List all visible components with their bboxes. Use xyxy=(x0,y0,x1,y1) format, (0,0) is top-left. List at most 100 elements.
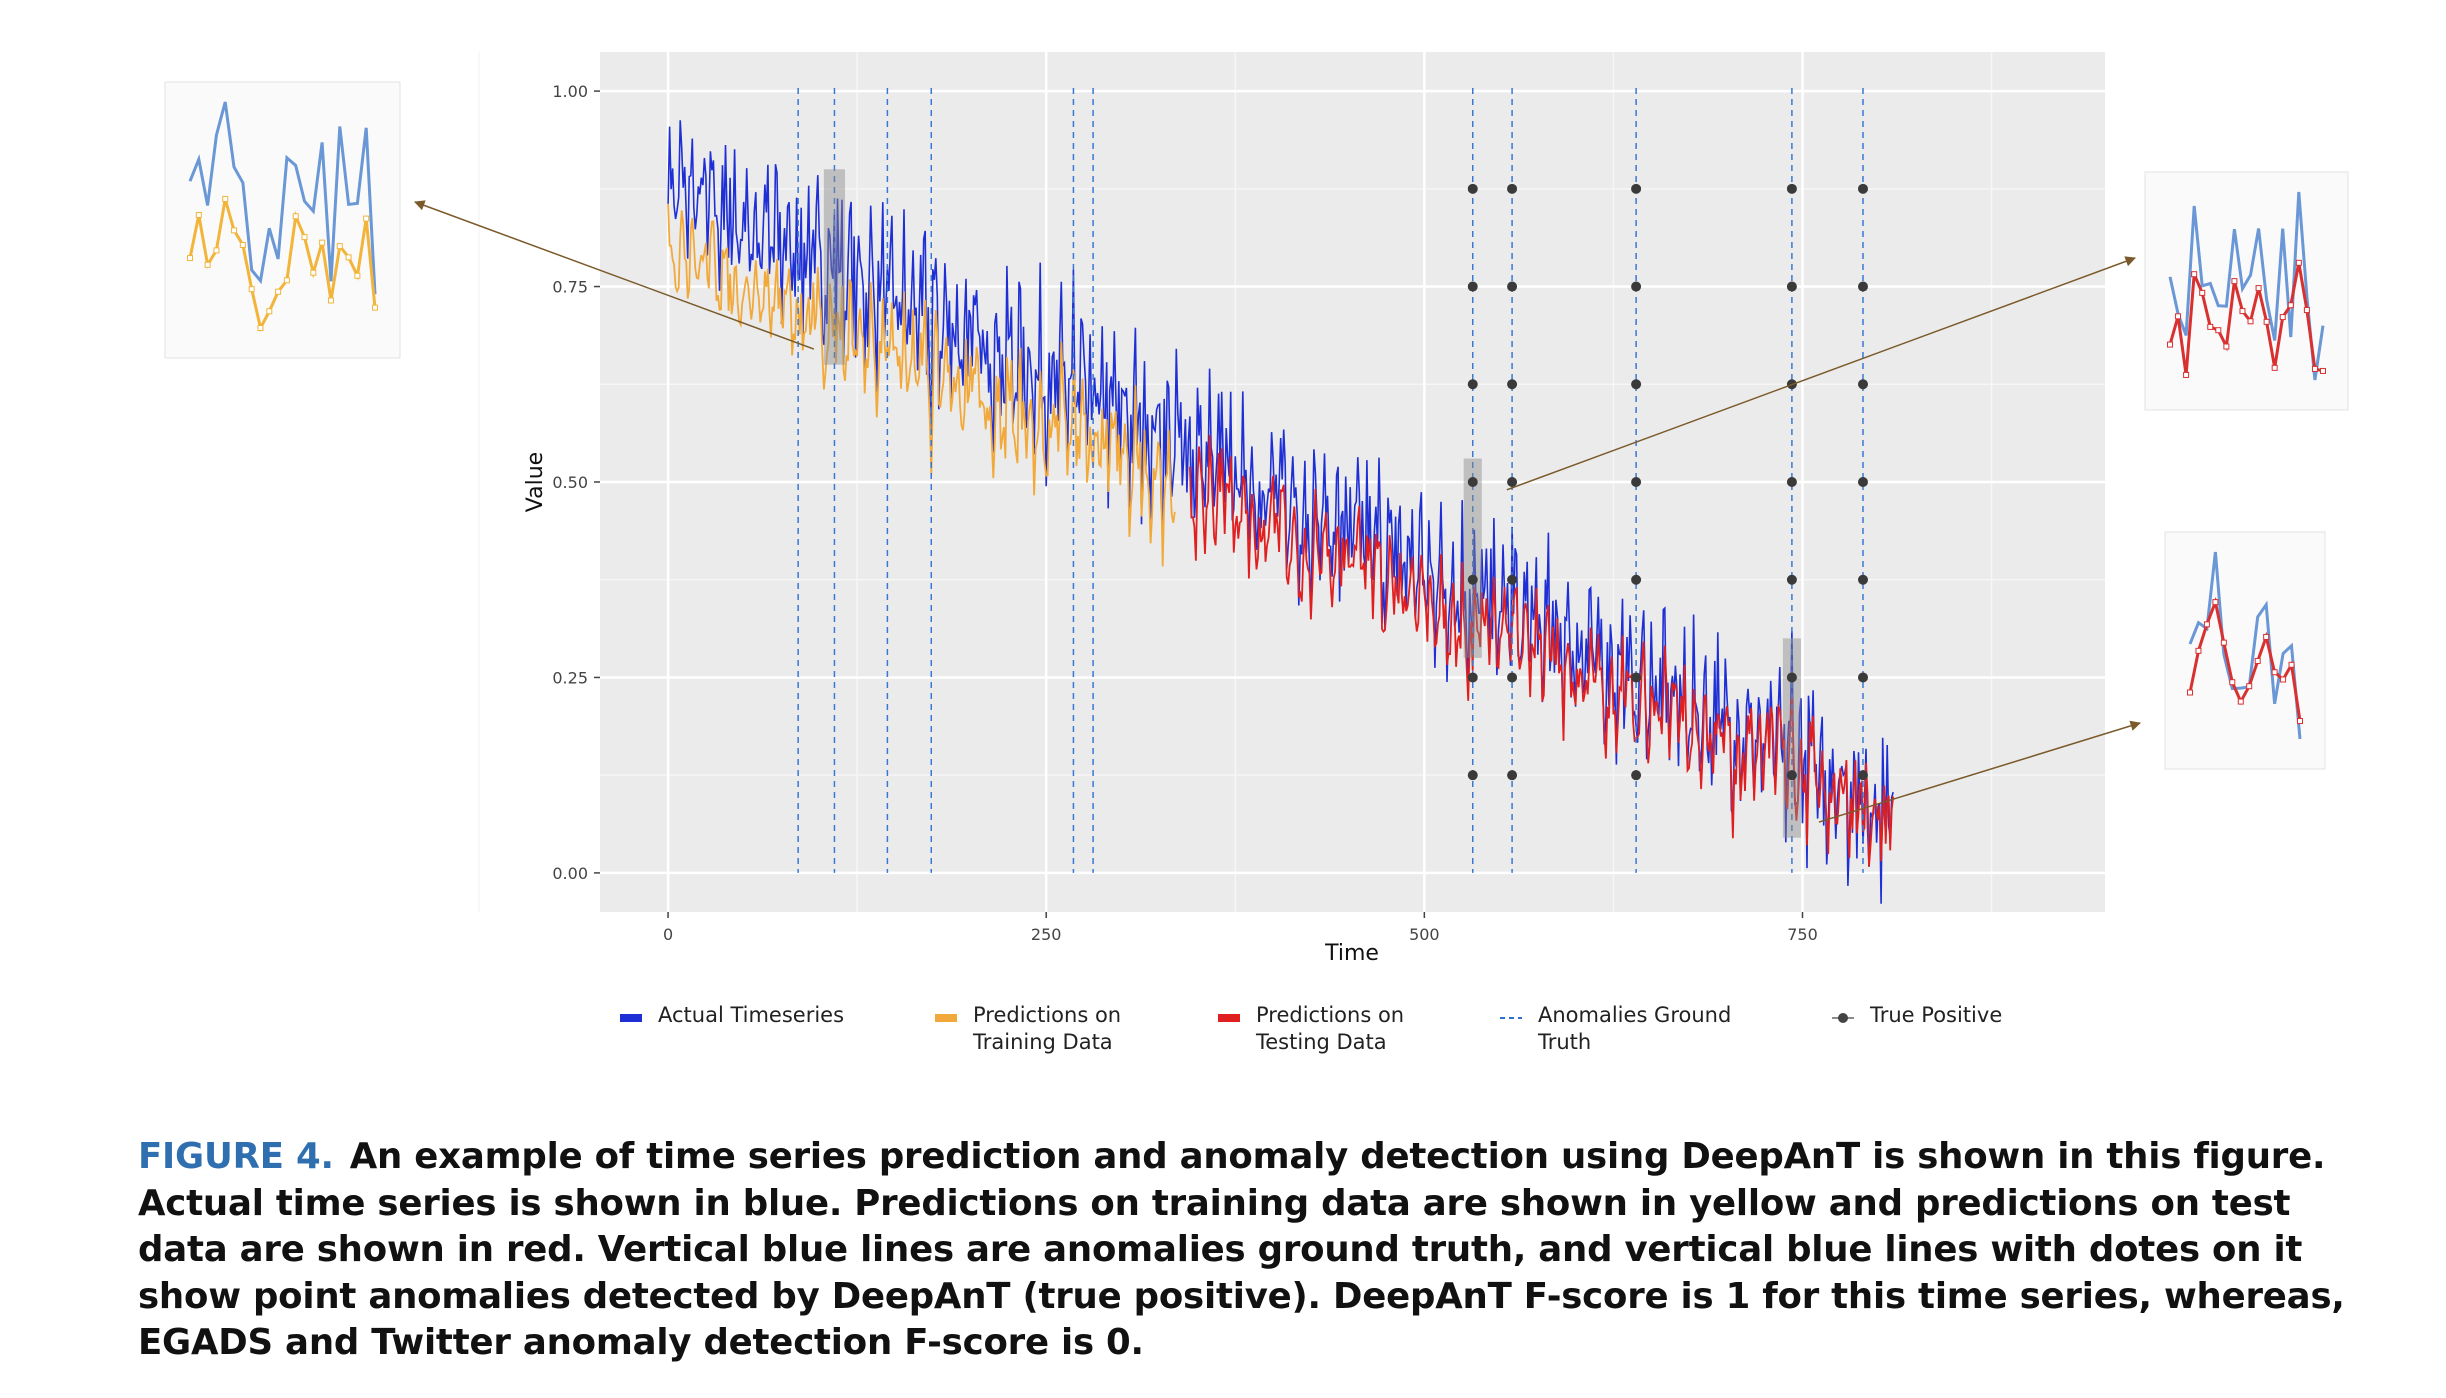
legend-key xyxy=(1218,1014,1240,1022)
legend-label: Anomalies Ground xyxy=(1538,1003,1731,1027)
legend-label: Predictions on xyxy=(1256,1003,1404,1027)
inset-point xyxy=(327,297,334,304)
true-positive-dot xyxy=(1507,477,1518,487)
figure-4-chart: 0.00 0.25 0.50 0.75 1.00 0 250 500 750 Time Val… xyxy=(164,52,2349,1054)
callout-arrow-testing-1 xyxy=(1506,256,2136,491)
x-axis-ticks: 0 250 500 750 xyxy=(663,912,1818,944)
inset-point xyxy=(2229,679,2236,686)
true-positive-dot xyxy=(1467,477,1478,487)
callout-arrow-training xyxy=(414,200,815,350)
legend-item: Actual Timeseries xyxy=(620,1003,844,1027)
inset-point xyxy=(2183,371,2190,378)
inset-point xyxy=(2207,323,2214,330)
inset-point xyxy=(336,243,343,250)
callout-arrow-testing-2 xyxy=(1818,720,2142,823)
inset-point xyxy=(292,213,299,220)
inset-point xyxy=(2223,343,2230,350)
inset-point xyxy=(2212,599,2219,606)
callout-arrows xyxy=(414,200,2142,823)
legend-label: Actual Timeseries xyxy=(658,1003,844,1027)
true-positive-dot xyxy=(1467,281,1478,292)
inset-point xyxy=(2295,259,2302,266)
inset-point xyxy=(2220,639,2227,646)
true-positive-dot xyxy=(1631,770,1642,781)
true-positive-dot xyxy=(1786,183,1797,194)
inset-point xyxy=(354,272,361,279)
true-positive-dot xyxy=(1507,770,1518,781)
inset-point xyxy=(239,242,246,249)
inset-point xyxy=(2288,661,2295,668)
inset-point xyxy=(310,269,317,276)
inset-point xyxy=(2231,278,2238,285)
series-predictions-training xyxy=(667,203,1176,567)
series-layer xyxy=(667,120,1895,904)
inset-point xyxy=(231,227,238,234)
inset-point xyxy=(2297,718,2303,725)
inset-point xyxy=(2254,657,2261,664)
legend-label: Training Data xyxy=(972,1030,1113,1054)
zoom-insets xyxy=(164,81,2349,770)
inset-point xyxy=(2287,302,2294,309)
inset-point xyxy=(248,286,255,293)
true-positive-dot xyxy=(1631,574,1642,585)
true-positive-dot xyxy=(1857,379,1868,390)
inset-point xyxy=(222,195,229,202)
series-predictions-testing xyxy=(1189,435,1895,867)
true-positive-dot xyxy=(1786,477,1797,487)
legend-label: Testing Data xyxy=(1255,1030,1387,1054)
true-positive-dot xyxy=(1507,281,1518,292)
series-actual-timeseries xyxy=(667,120,1894,904)
x-tick-label: 0 xyxy=(663,925,673,944)
y-axis-ticks: 0.00 0.25 0.50 0.75 1.00 xyxy=(552,82,600,883)
true-positive-dot xyxy=(1857,574,1868,585)
true-positive-dot xyxy=(1467,672,1478,683)
legend-label: True Positive xyxy=(1869,1003,2002,1027)
true-positive-dot xyxy=(1786,770,1797,781)
true-positive-dot xyxy=(1786,281,1797,292)
inset-frame xyxy=(2144,171,2349,411)
true-positive-dot xyxy=(1467,574,1478,585)
inset-actual-line xyxy=(2188,551,2302,740)
inset-point xyxy=(2237,698,2244,705)
inset-point xyxy=(204,261,211,268)
zoom-inset-1 xyxy=(164,81,401,359)
legend-key xyxy=(935,1014,957,1022)
true-positive-dot xyxy=(1631,281,1642,292)
x-tick-label: 500 xyxy=(1409,925,1440,944)
inset-point xyxy=(2271,669,2278,676)
true-positive-dot xyxy=(1631,477,1642,487)
legend-label: Predictions on xyxy=(973,1003,1121,1027)
inset-point xyxy=(2203,621,2210,628)
inset-point xyxy=(2215,327,2222,334)
legend-item: True Positive xyxy=(1832,1003,2002,1027)
inset-point xyxy=(2239,308,2246,315)
legend-key-dot xyxy=(1838,1013,1848,1023)
inset-point xyxy=(372,304,378,311)
inset-point xyxy=(275,288,282,295)
true-positive-dot xyxy=(1857,770,1868,781)
legend-item: Predictions on Training Data xyxy=(935,1003,1121,1054)
legend-label: Truth xyxy=(1537,1030,1591,1054)
inset-point xyxy=(2311,365,2318,372)
inset-point xyxy=(2167,341,2173,348)
zoom-inset-3 xyxy=(2164,531,2326,770)
inset-point xyxy=(301,234,308,241)
anomaly-layer xyxy=(797,88,1864,873)
true-positive-dot xyxy=(1786,574,1797,585)
inset-actual-line xyxy=(188,101,377,295)
highlight-box xyxy=(823,169,846,365)
inset-point xyxy=(2246,683,2253,690)
true-positive-dot xyxy=(1857,477,1868,487)
figure-caption: FIGURE 4. An example of time series predi… xyxy=(138,1134,2378,1367)
x-axis-label: Time xyxy=(1324,941,1379,966)
true-positive-dot xyxy=(1467,183,1478,194)
legend-item: Predictions on Testing Data xyxy=(1218,1003,1404,1054)
true-positive-dot xyxy=(1786,672,1797,683)
true-positive-dot xyxy=(1631,183,1642,194)
highlight-box xyxy=(1463,458,1482,658)
highlight-box xyxy=(1782,638,1801,838)
y-tick-label: 0.75 xyxy=(552,278,588,297)
inset-point xyxy=(213,247,220,254)
true-positive-dot xyxy=(1857,183,1868,194)
x-tick-label: 250 xyxy=(1031,925,1062,944)
